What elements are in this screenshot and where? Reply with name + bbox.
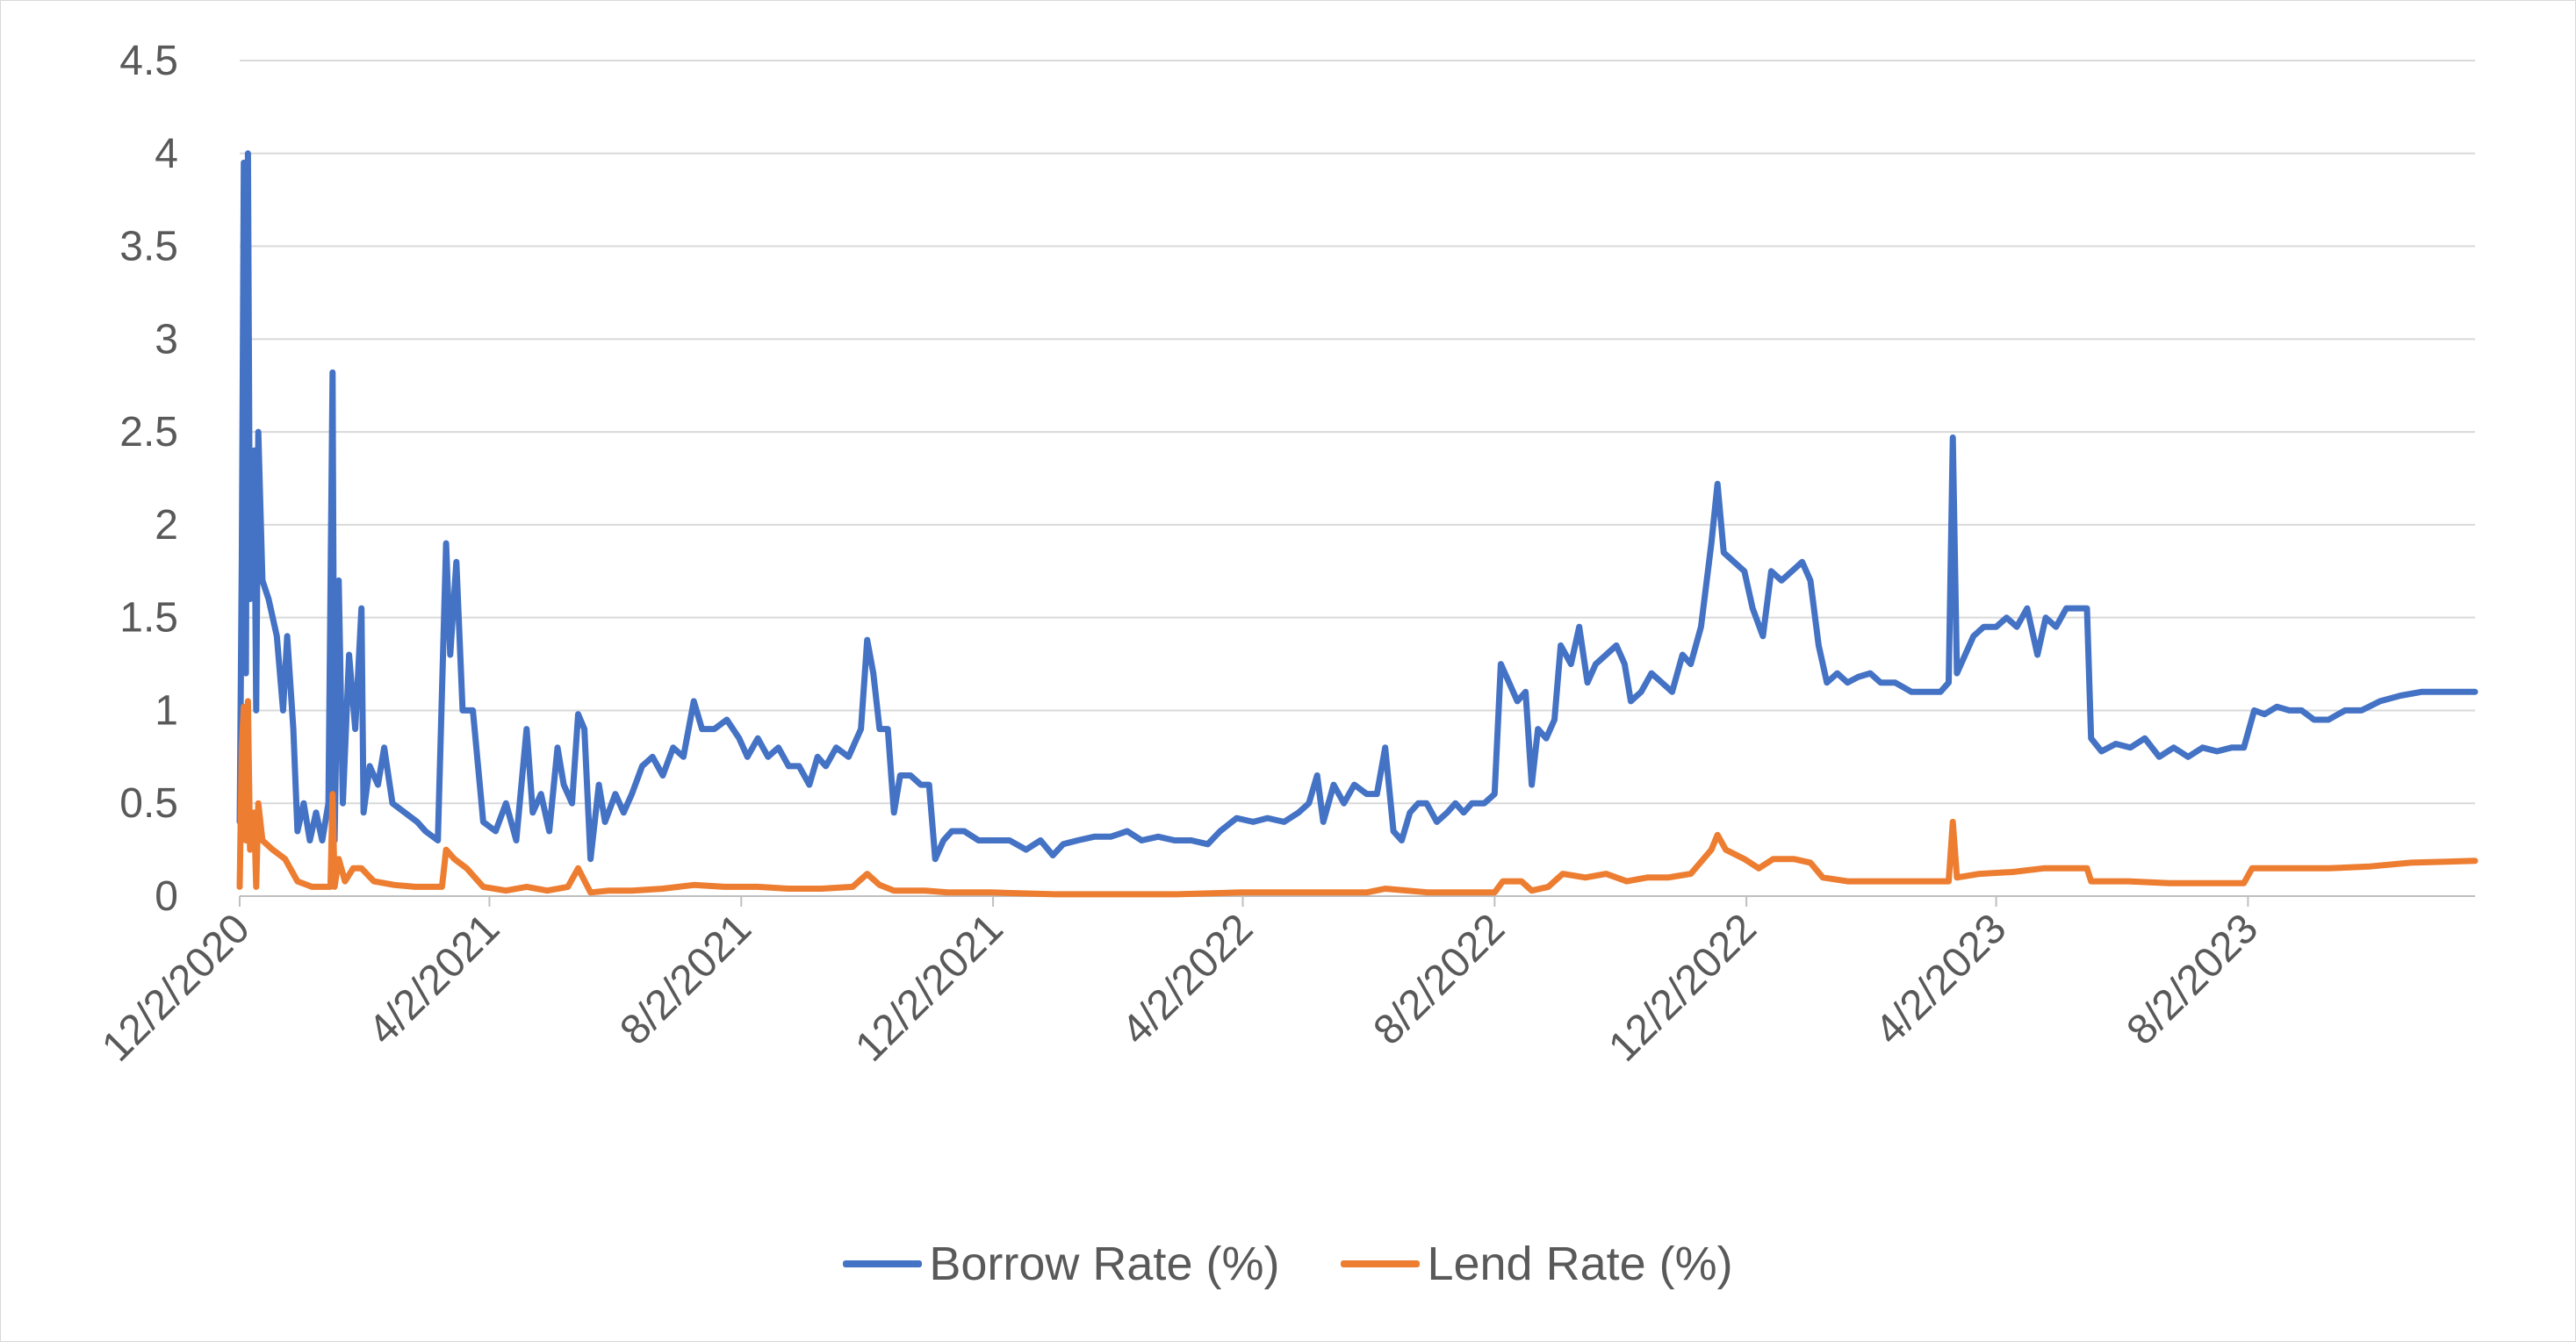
legend-label-borrow: Borrow Rate (%) xyxy=(929,1238,1280,1290)
legend-item-lend: Lend Rate (%) xyxy=(1341,1237,1733,1291)
x-tick-label: 8/2/2023 xyxy=(2119,905,2268,1054)
y-tick-label: 2.5 xyxy=(119,409,178,456)
y-tick-label: 0 xyxy=(155,873,178,920)
legend-item-borrow: Borrow Rate (%) xyxy=(843,1237,1279,1291)
legend-swatch-borrow xyxy=(843,1260,923,1267)
x-axis-ticks: 12/2/2020 4/2/2021 8/2/2021 12/2/2021 4/2/20… xyxy=(93,905,2267,1070)
y-tick-label: 0.5 xyxy=(119,780,178,827)
x-tick-label: 12/2/2020 xyxy=(93,905,258,1070)
x-tick-label: 4/2/2021 xyxy=(360,905,509,1054)
series-lines xyxy=(236,150,2479,898)
x-tick-label: 12/2/2022 xyxy=(1600,905,1765,1070)
y-tick-label: 1.5 xyxy=(119,595,178,642)
y-axis-ticks: 0 0.5 1 1.5 2 2.5 3 3.5 4 4.5 xyxy=(119,38,178,920)
x-tick-label: 4/2/2023 xyxy=(1867,905,2016,1054)
legend: Borrow Rate (%) Lend Rate (%) xyxy=(1,1237,2575,1291)
legend-swatch-lend xyxy=(1341,1260,1421,1267)
legend-label-lend: Lend Rate (%) xyxy=(1427,1238,1733,1290)
y-tick-label: 3 xyxy=(155,316,178,362)
x-tick-label: 8/2/2021 xyxy=(611,905,760,1054)
line-chart: 0 0.5 1 1.5 2 2.5 3 3.5 4 4.5 12/2/2020 4/2/2021 8/… xyxy=(93,38,2479,1071)
y-tick-label: 1 xyxy=(155,687,178,734)
x-tick-label: 4/2/2022 xyxy=(1113,905,1263,1054)
borrow-rate-line xyxy=(236,150,2479,863)
y-tick-label: 4 xyxy=(155,131,178,177)
x-tick-label: 8/2/2022 xyxy=(1365,905,1515,1054)
y-tick-label: 2 xyxy=(155,502,178,549)
x-tick-label: 12/2/2021 xyxy=(846,905,1011,1070)
y-tick-label: 4.5 xyxy=(119,38,178,84)
y-tick-label: 3.5 xyxy=(119,224,178,270)
lend-rate-line xyxy=(236,698,2479,898)
